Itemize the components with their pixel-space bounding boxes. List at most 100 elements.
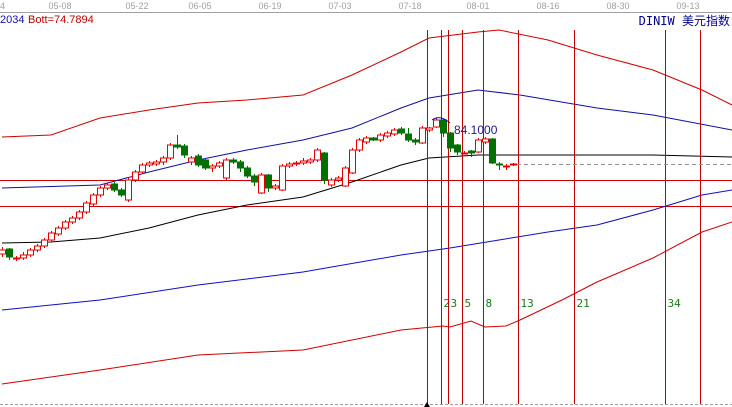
fib-time-label: 3 — [451, 297, 458, 310]
candle-body — [76, 211, 83, 219]
x-tick-label: 05-08 — [48, 1, 71, 11]
candle — [412, 138, 419, 145]
candle-body — [188, 157, 195, 163]
candle — [461, 151, 468, 155]
candle — [433, 118, 440, 128]
candle-body — [90, 194, 97, 205]
candle — [34, 244, 41, 252]
candle — [251, 174, 258, 186]
x-tick-label: 06-19 — [258, 1, 281, 11]
fib-time-label: 13 — [521, 297, 534, 310]
candle — [419, 126, 426, 144]
high-marker-arc — [431, 117, 451, 124]
candle-body — [230, 159, 237, 163]
candle — [139, 163, 146, 174]
candle-body — [62, 221, 69, 229]
candle — [426, 127, 433, 132]
candle — [440, 119, 447, 137]
candle-body — [216, 162, 223, 167]
mid-lower-line — [1, 189, 732, 311]
candle-body — [48, 232, 55, 241]
candle-body — [419, 127, 426, 144]
candle-body — [510, 163, 517, 166]
candle-body — [412, 139, 419, 143]
candle-body — [363, 137, 370, 143]
candle-body — [482, 138, 489, 143]
symbol-code: DINIW — [638, 14, 675, 28]
candle-body — [251, 175, 258, 183]
candle-body — [55, 227, 62, 235]
candle — [83, 201, 90, 214]
candle — [188, 156, 195, 165]
candle-body — [34, 245, 41, 251]
x-tick-label: 08-01 — [466, 1, 489, 11]
price-label: 84.1000 — [454, 123, 498, 137]
candle — [272, 184, 279, 190]
candle — [174, 135, 181, 149]
candle — [118, 188, 125, 197]
fib-time-label: 5 — [465, 297, 472, 310]
candle-body — [307, 159, 314, 163]
candle-body — [0, 249, 6, 255]
candle-body — [433, 119, 440, 128]
candle — [153, 160, 160, 166]
x-tick-label: 08-16 — [536, 1, 559, 11]
candle — [321, 152, 328, 184]
candle-body — [104, 184, 111, 189]
candle — [244, 166, 251, 178]
candle — [69, 216, 76, 224]
middle-line — [1, 154, 732, 244]
candle-body — [342, 167, 349, 187]
candle — [223, 158, 230, 180]
candle-body — [503, 165, 510, 168]
candle — [209, 164, 216, 172]
candle — [0, 247, 6, 257]
candle-body — [132, 171, 139, 181]
candle — [293, 161, 300, 166]
candle — [6, 248, 13, 260]
candle — [496, 162, 503, 170]
candle — [391, 128, 398, 136]
candle-body — [6, 248, 13, 258]
candle-body — [69, 217, 76, 223]
candle-body — [83, 202, 90, 213]
candle-body — [167, 144, 174, 159]
candle — [447, 132, 454, 152]
candle-body — [447, 132, 454, 149]
candle-body — [209, 165, 216, 169]
candle — [328, 178, 335, 187]
candle-body — [237, 161, 244, 169]
symbol-title: DINIW 美元指数 — [639, 12, 730, 29]
x-tick-label: 4 — [0, 1, 5, 11]
candle — [398, 127, 405, 135]
candle-body — [202, 159, 209, 169]
candle-body — [370, 137, 377, 141]
x-tick-label: 07-18 — [398, 1, 421, 11]
candle-body — [244, 167, 251, 177]
candle — [363, 136, 370, 144]
candle — [20, 252, 27, 260]
symbol-name: 美元指数 — [681, 14, 730, 28]
candle-body — [335, 177, 342, 181]
candle — [160, 156, 167, 165]
candle — [230, 158, 237, 164]
candle — [510, 163, 517, 166]
candle-body — [139, 164, 146, 173]
fib-time-label: 8 — [486, 297, 493, 310]
candle — [125, 178, 132, 202]
candle-body — [265, 174, 272, 189]
candle-body — [300, 160, 307, 164]
candle-body — [384, 132, 391, 137]
candle-body — [118, 189, 125, 196]
time-anchor-marker-icon — [424, 402, 430, 407]
candle-body — [321, 152, 328, 181]
candle-body — [475, 139, 482, 153]
candle-body — [398, 128, 405, 134]
upper-band-line — [1, 29, 732, 138]
x-tick-label: 06-05 — [188, 1, 211, 11]
candle-body — [125, 179, 132, 201]
x-tick-label: 05-22 — [125, 1, 148, 11]
candle — [202, 158, 209, 170]
x-tick-label: 09-13 — [676, 1, 699, 11]
